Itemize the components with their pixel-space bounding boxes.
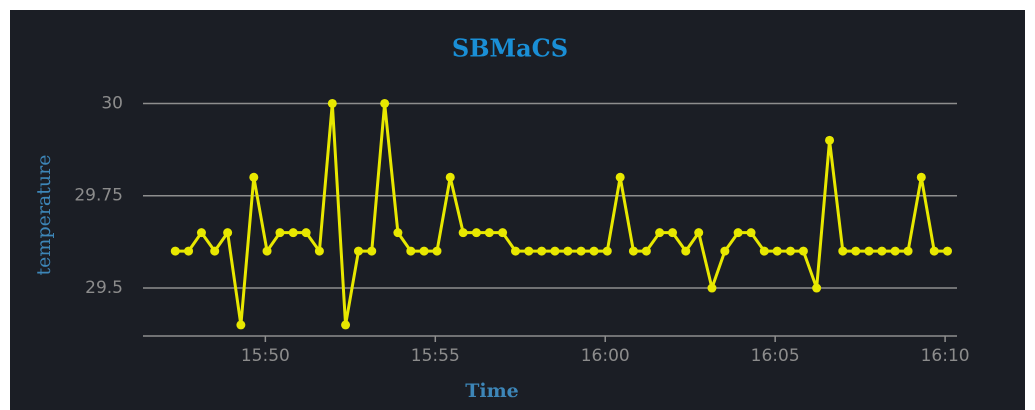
point xyxy=(864,246,874,256)
x-tick-label: 15:50 xyxy=(241,346,290,366)
x-tick-label: 15:55 xyxy=(411,346,460,366)
point xyxy=(170,246,180,256)
point xyxy=(903,246,913,256)
point xyxy=(445,172,455,182)
point xyxy=(367,246,377,256)
point xyxy=(916,172,926,182)
point xyxy=(942,246,952,256)
y-axis-label: temperature xyxy=(33,155,55,276)
point xyxy=(249,172,259,182)
point xyxy=(301,228,311,238)
point xyxy=(210,246,220,256)
point xyxy=(877,246,887,256)
point xyxy=(498,228,508,238)
point xyxy=(589,246,599,256)
point xyxy=(602,246,612,256)
chart-background xyxy=(10,10,1025,410)
point xyxy=(196,228,206,238)
point xyxy=(798,246,808,256)
point xyxy=(576,246,586,256)
point xyxy=(458,228,468,238)
point xyxy=(772,246,782,256)
y-tick-label: 30 xyxy=(101,93,123,113)
point xyxy=(393,228,403,238)
x-tick-label: 16:05 xyxy=(751,346,800,366)
point xyxy=(380,98,390,108)
point xyxy=(812,283,822,293)
point xyxy=(223,228,233,238)
point xyxy=(236,320,246,330)
point xyxy=(419,246,429,256)
point xyxy=(628,246,638,256)
point xyxy=(550,246,560,256)
point xyxy=(641,246,651,256)
point xyxy=(511,246,521,256)
point xyxy=(275,228,285,238)
x-tick-label: 16:10 xyxy=(921,346,970,366)
x-axis-label: Time xyxy=(465,380,519,402)
point xyxy=(825,135,835,145)
point xyxy=(341,320,351,330)
point xyxy=(851,246,861,256)
chart-title: SBMaCS xyxy=(452,34,568,63)
x-tick-label: 16:00 xyxy=(581,346,630,366)
point xyxy=(929,246,939,256)
point xyxy=(615,172,625,182)
point xyxy=(733,228,743,238)
point xyxy=(890,246,900,256)
point xyxy=(759,246,769,256)
point xyxy=(537,246,547,256)
point xyxy=(694,228,704,238)
y-tick-label: 29.5 xyxy=(85,278,123,298)
point xyxy=(746,228,756,238)
point xyxy=(432,246,442,256)
point xyxy=(184,246,194,256)
point xyxy=(288,228,298,238)
point xyxy=(681,246,691,256)
point xyxy=(484,228,494,238)
point xyxy=(838,246,848,256)
point xyxy=(668,228,678,238)
point xyxy=(314,246,324,256)
point xyxy=(327,98,337,108)
point xyxy=(785,246,795,256)
point xyxy=(720,246,730,256)
point xyxy=(524,246,534,256)
point xyxy=(262,246,272,256)
point xyxy=(353,246,363,256)
point xyxy=(707,283,717,293)
point xyxy=(563,246,573,256)
y-tick-label: 29.75 xyxy=(74,186,123,206)
point xyxy=(471,228,481,238)
point xyxy=(406,246,416,256)
point xyxy=(655,228,665,238)
